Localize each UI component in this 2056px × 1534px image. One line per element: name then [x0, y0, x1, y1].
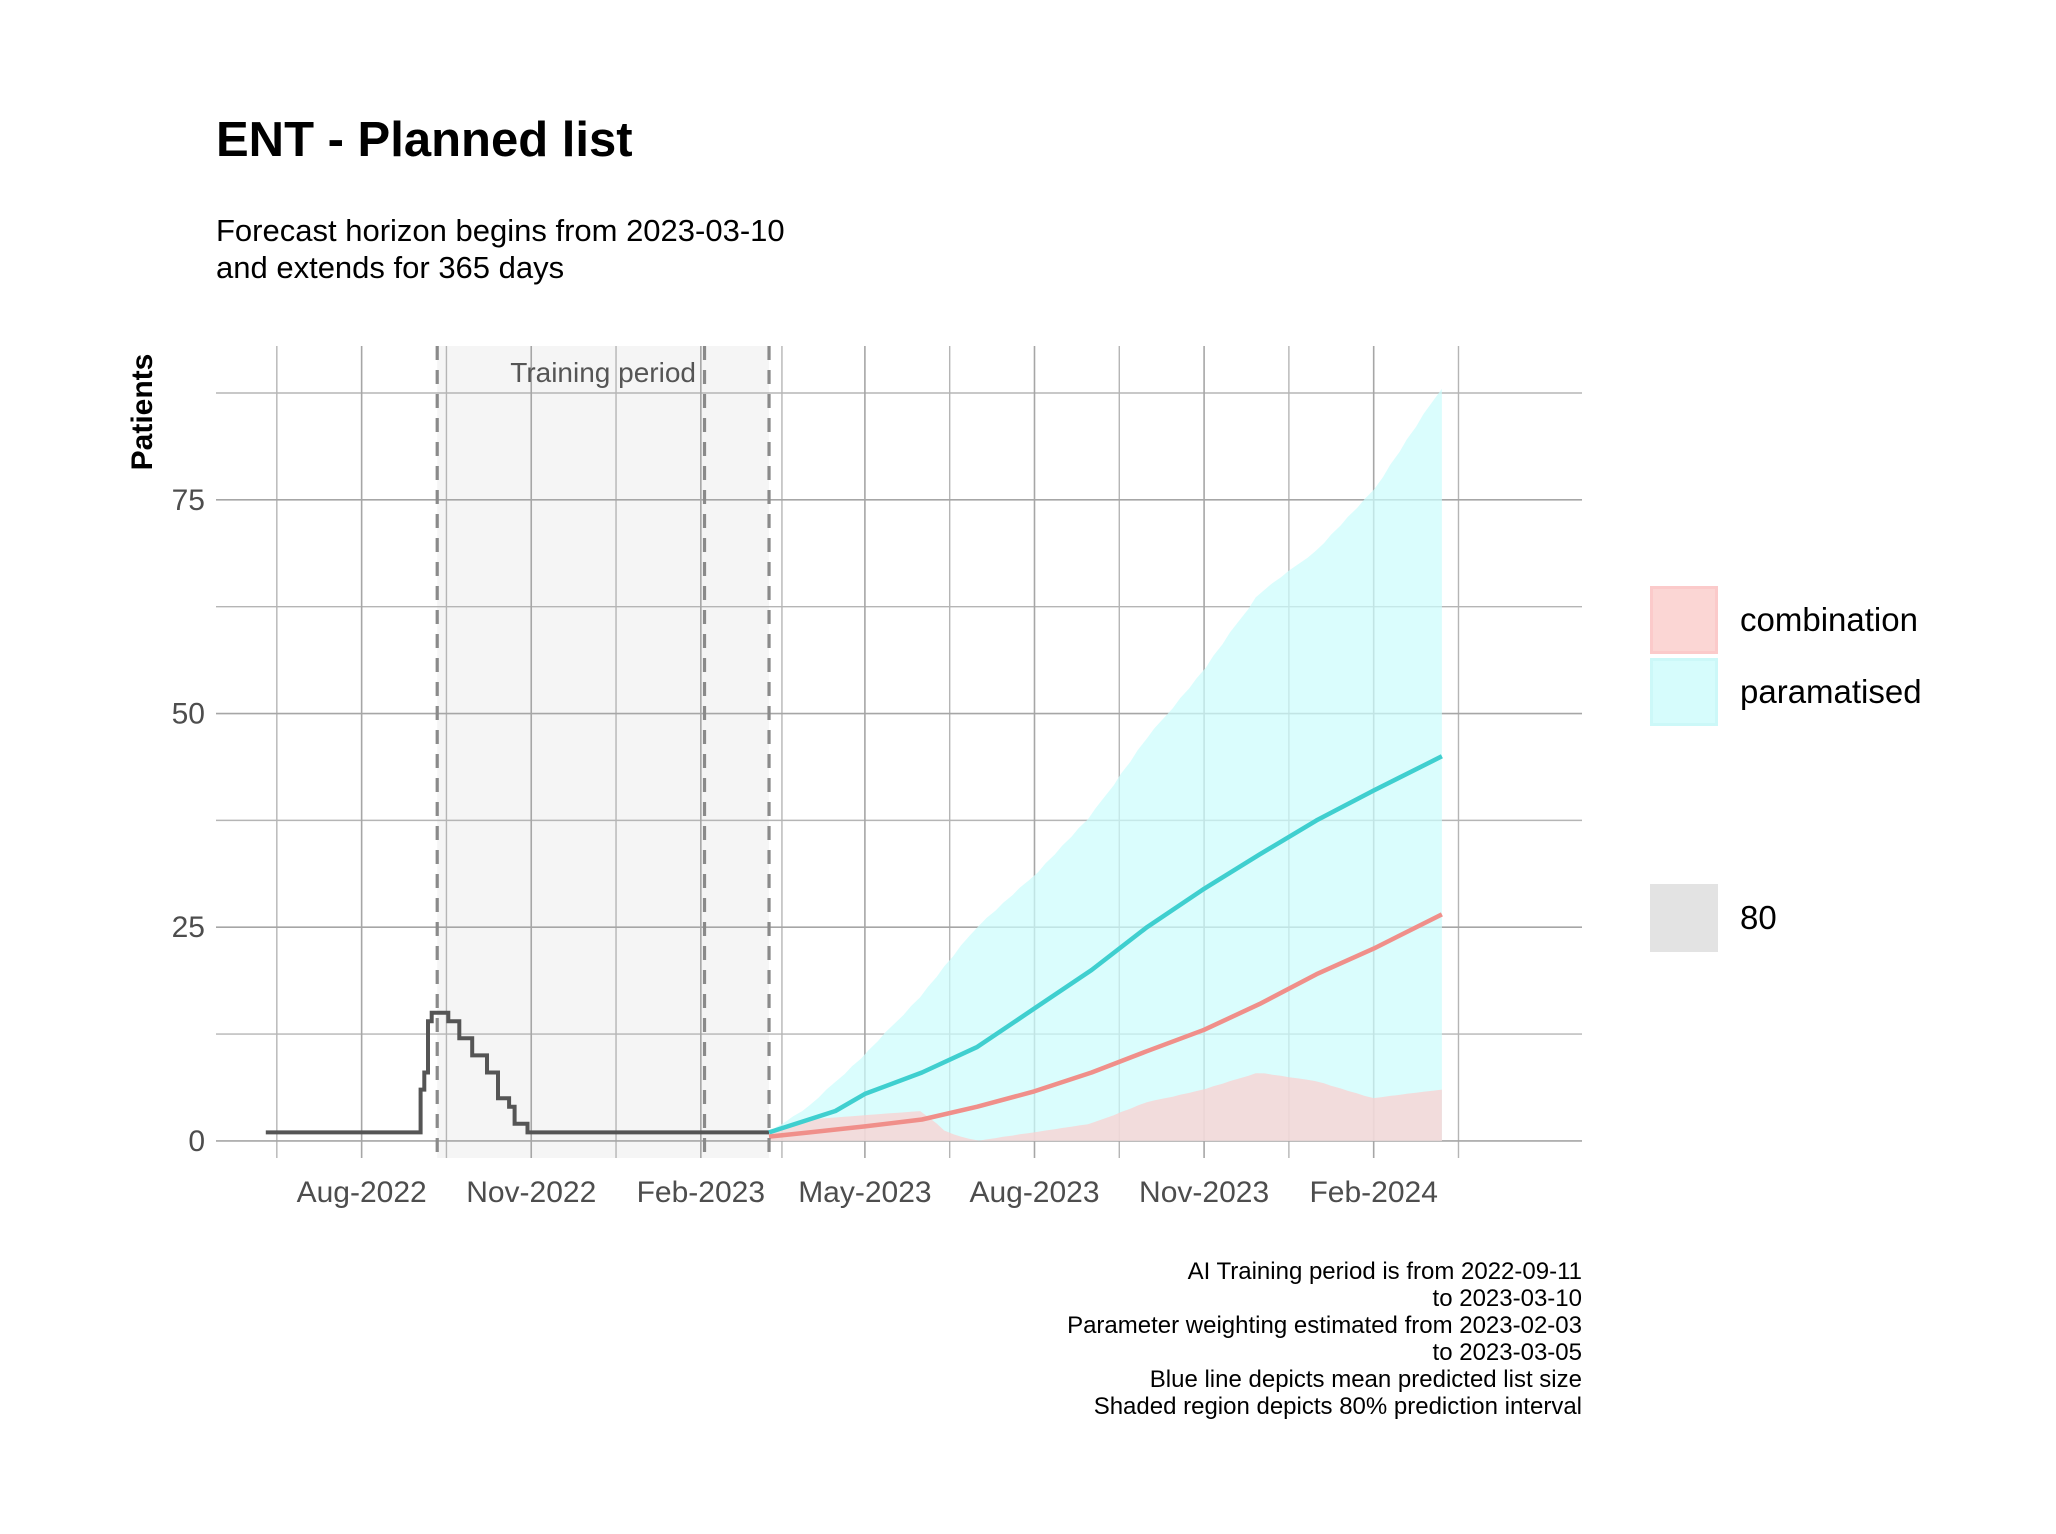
training-period-label: Training period	[510, 357, 696, 388]
caption-line: Blue line depicts mean predicted list si…	[1149, 1366, 1582, 1393]
chart-title: ENT - Planned list	[216, 113, 633, 167]
chart-caption: AI Training period is from 2022-09-11 to…	[1067, 1258, 1582, 1420]
interval-band-paramatised	[769, 388, 1442, 1141]
caption-line: to 2023-03-10	[1432, 1285, 1582, 1312]
legend-key-paramatised	[1650, 658, 1718, 726]
y-tick-label: 0	[188, 1125, 205, 1158]
x-tick-label: May-2023	[798, 1176, 931, 1209]
caption-line: to 2023-03-05	[1432, 1339, 1582, 1366]
caption-line: Parameter weighting estimated from 2023-…	[1067, 1312, 1582, 1339]
legend-label-combination: combination	[1740, 601, 1918, 638]
y-tick-label: 75	[172, 484, 205, 517]
x-tick-label: Aug-2023	[969, 1176, 1099, 1209]
x-tick-label: Nov-2022	[466, 1176, 596, 1209]
caption-line: Shaded region depicts 80% prediction int…	[1093, 1393, 1582, 1420]
x-tick-label: Nov-2023	[1139, 1176, 1269, 1209]
legend-key-interval	[1650, 884, 1718, 952]
legend-label-paramatised: paramatised	[1740, 673, 1922, 710]
y-axis-title: Patients	[126, 354, 159, 471]
subtitle-line: and extends for 365 days	[216, 250, 565, 285]
chart-subtitle: Forecast horizon begins from 2023-03-10 …	[216, 212, 785, 286]
legend-item-paramatised: paramatised	[1650, 658, 1922, 726]
x-tick-label: Feb-2023	[637, 1176, 765, 1209]
x-tick-label: Feb-2024	[1309, 1176, 1437, 1209]
legend-key-combination	[1650, 586, 1718, 654]
legend-item-combination: combination	[1650, 586, 1918, 654]
y-tick-label: 50	[172, 698, 205, 731]
observed-line	[265, 1010, 769, 1135]
legend-item-interval-80: 80	[1650, 884, 1777, 952]
x-tick-label: Aug-2022	[297, 1176, 427, 1209]
mean-line-combination	[768, 912, 1443, 1139]
interval-band-combination	[769, 1073, 1442, 1141]
caption-line: AI Training period is from 2022-09-11	[1187, 1258, 1582, 1285]
legend-label-interval: 80	[1740, 899, 1777, 936]
subtitle-line: Forecast horizon begins from 2023-03-10	[216, 213, 785, 248]
y-tick-label: 25	[172, 911, 205, 944]
mean-line-paramatised	[768, 754, 1443, 1135]
training-period-shading	[437, 346, 770, 1158]
